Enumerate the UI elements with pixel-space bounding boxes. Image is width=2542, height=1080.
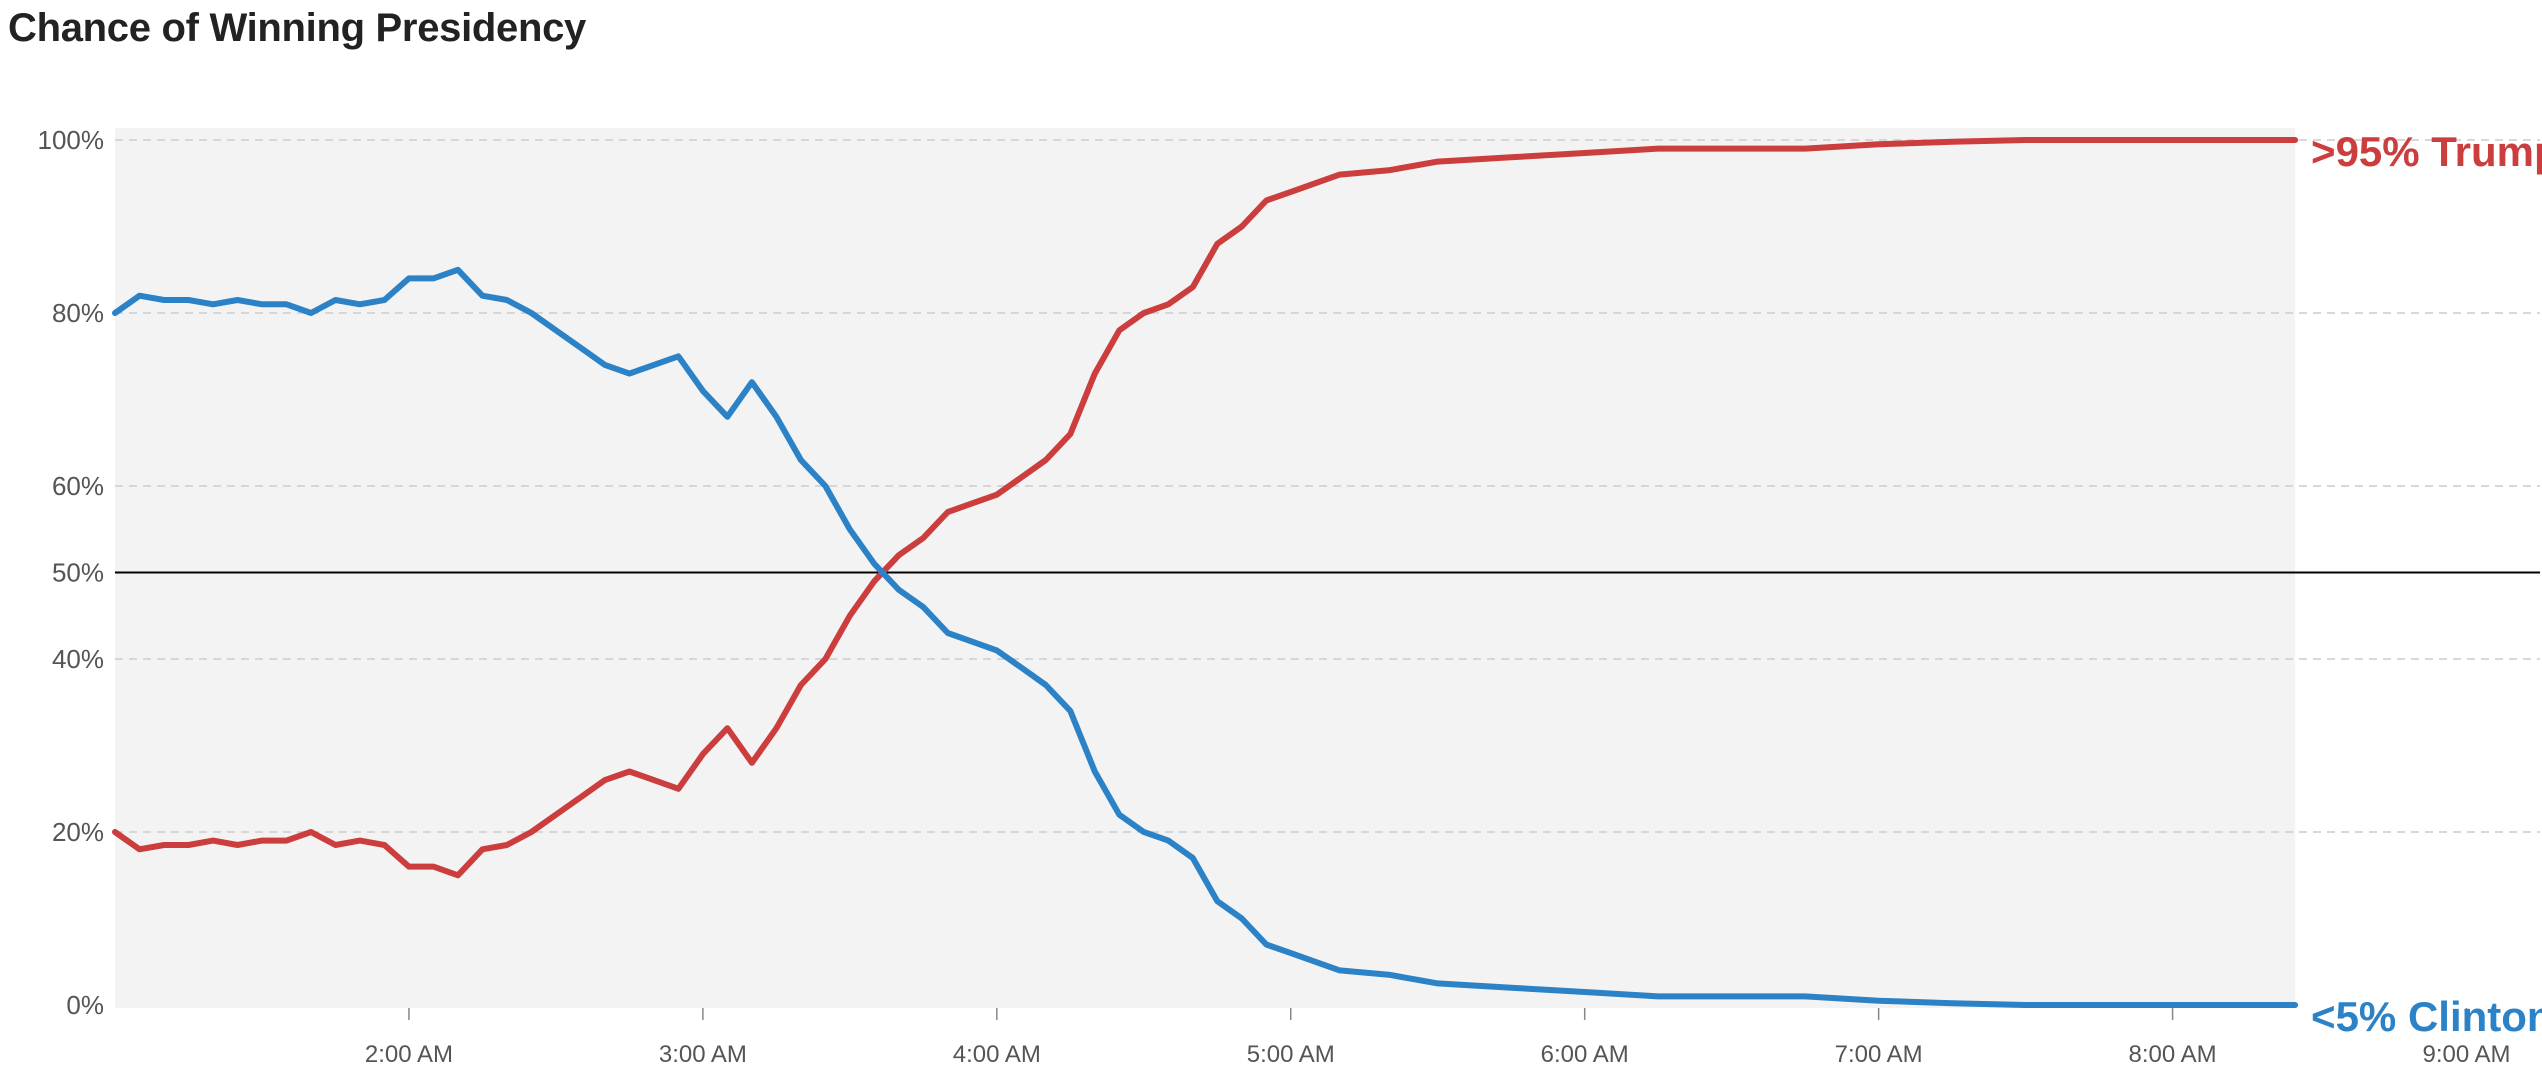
chart-title: Chance of Winning Presidency: [8, 6, 587, 50]
trump-end-label: >95% Trump: [2311, 128, 2542, 175]
x-tick-label: 3:00 AM: [659, 1041, 747, 1068]
y-tick-label: 100%: [38, 125, 105, 155]
end-labels: >95% Trump <5% Clinton: [2311, 128, 2542, 1040]
x-axis: 2:00 AM 3:00 AM 4:00 AM 5:00 AM 6:00 AM 7:00 …: [365, 1008, 2511, 1068]
x-tick-label: 9:00 AM: [2422, 1041, 2510, 1068]
x-tick-label: 7:00 AM: [1835, 1041, 1923, 1068]
trump-line: [112, 137, 2299, 879]
x-tick-label: 2:00 AM: [365, 1041, 453, 1068]
y-tick-label: 60%: [52, 471, 104, 501]
x-tick-label: 5:00 AM: [1247, 1041, 1335, 1068]
plot-background: [115, 128, 2296, 1008]
y-tick-label: 20%: [52, 817, 104, 847]
clinton-end-label: <5% Clinton: [2311, 993, 2542, 1040]
x-tick-label: 6:00 AM: [1541, 1041, 1629, 1068]
y-tick-label: 0%: [66, 990, 104, 1020]
y-tick-label: 40%: [52, 644, 104, 674]
series-lines: [112, 137, 2299, 1008]
y-tick-label: 50%: [52, 558, 104, 588]
y-tick-label: 80%: [52, 298, 104, 328]
x-tick-label: 8:00 AM: [2129, 1041, 2217, 1068]
y-axis: 0% 20% 40% 50% 60% 80% 100%: [38, 125, 105, 1020]
clinton-line: [112, 266, 2299, 1008]
x-tick-label: 4:00 AM: [953, 1041, 1041, 1068]
